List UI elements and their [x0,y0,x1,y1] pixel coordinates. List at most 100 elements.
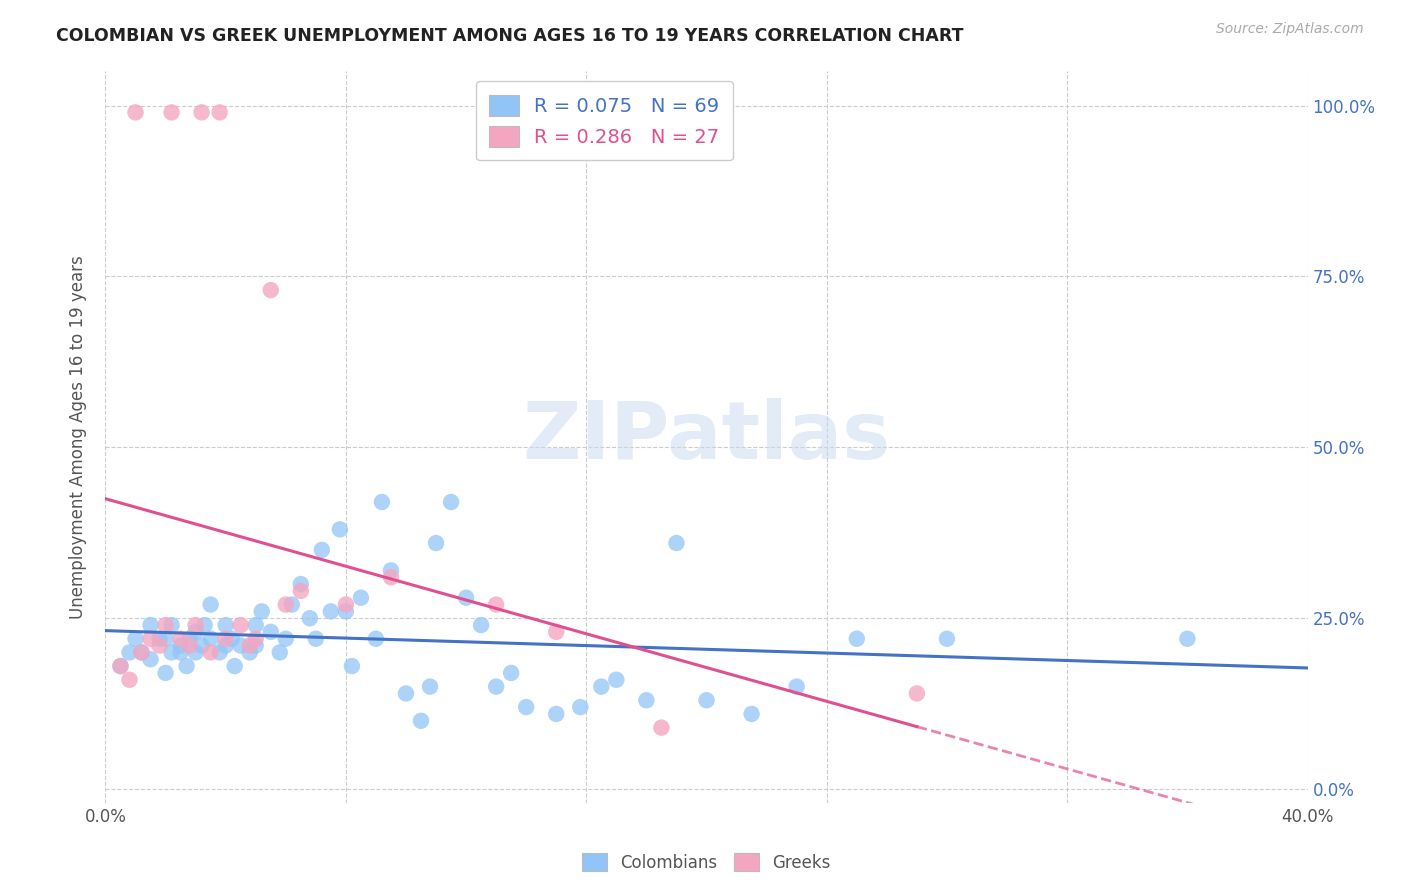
Point [395,686,418,700]
Point [569,700,592,714]
Point [298,611,321,625]
Point [380,563,402,577]
Point [184,618,207,632]
Point [214,639,236,653]
Point [350,591,373,605]
Text: Source: ZipAtlas.com: Source: ZipAtlas.com [1216,22,1364,37]
Point [281,598,304,612]
Point [470,618,492,632]
Point [311,542,333,557]
Point [200,632,222,646]
Point [179,632,201,646]
Point [190,105,212,120]
Point [319,604,342,618]
Point [485,680,508,694]
Point [260,283,283,297]
Point [245,639,267,653]
Point [214,618,236,632]
Point [245,632,267,646]
Point [155,618,177,632]
Point [208,105,231,120]
Point [110,659,132,673]
Point [936,632,959,646]
Point [208,645,231,659]
Point [155,665,177,680]
Point [501,665,523,680]
Point [636,693,658,707]
Point [148,632,170,646]
Point [245,618,267,632]
Point [419,680,441,694]
Point [221,632,243,646]
Point [845,632,868,646]
Point [371,495,394,509]
Point [260,624,283,639]
Point [305,632,328,646]
Point [139,618,162,632]
Point [239,645,262,659]
Point [179,639,201,653]
Point [224,659,246,673]
Point [650,721,672,735]
Point [124,632,146,646]
Point [214,632,236,646]
Point [335,604,357,618]
Point [440,495,463,509]
Point [190,639,212,653]
Y-axis label: Unemployment Among Ages 16 to 19 years: Unemployment Among Ages 16 to 19 years [69,255,87,619]
Point [546,624,568,639]
Point [148,639,170,653]
Point [176,659,198,673]
Text: COLOMBIAN VS GREEK UNEMPLOYMENT AMONG AGES 16 TO 19 YEARS CORRELATION CHART: COLOMBIAN VS GREEK UNEMPLOYMENT AMONG AG… [56,27,963,45]
Point [290,583,312,598]
Point [1175,632,1198,646]
Point [200,645,222,659]
Point [184,645,207,659]
Point [409,714,432,728]
Point [200,598,222,612]
Point [340,659,363,673]
Text: ZIPatlas: ZIPatlas [523,398,890,476]
Point [160,645,183,659]
Point [290,577,312,591]
Point [139,632,162,646]
Point [169,645,191,659]
Point [454,591,477,605]
Point [269,645,291,659]
Point [485,598,508,612]
Point [591,680,613,694]
Point [169,639,191,653]
Point [169,632,191,646]
Point [131,645,153,659]
Point [380,570,402,584]
Point [741,706,763,721]
Point [160,618,183,632]
Point [110,659,132,673]
Point [250,604,273,618]
Point [425,536,447,550]
Point [229,618,252,632]
Point [605,673,627,687]
Legend: Colombians, Greeks: Colombians, Greeks [575,847,838,879]
Point [184,624,207,639]
Point [335,598,357,612]
Point [118,673,141,687]
Point [274,598,297,612]
Point [665,536,688,550]
Point [274,632,297,646]
Point [139,652,162,666]
Point [786,680,808,694]
Point [515,700,537,714]
Point [229,639,252,653]
Point [546,706,568,721]
Point [696,693,718,707]
Point [124,105,146,120]
Point [239,639,262,653]
Point [131,645,153,659]
Point [905,686,928,700]
Point [194,618,217,632]
Point [364,632,387,646]
Point [160,105,183,120]
Point [155,632,177,646]
Point [329,522,352,536]
